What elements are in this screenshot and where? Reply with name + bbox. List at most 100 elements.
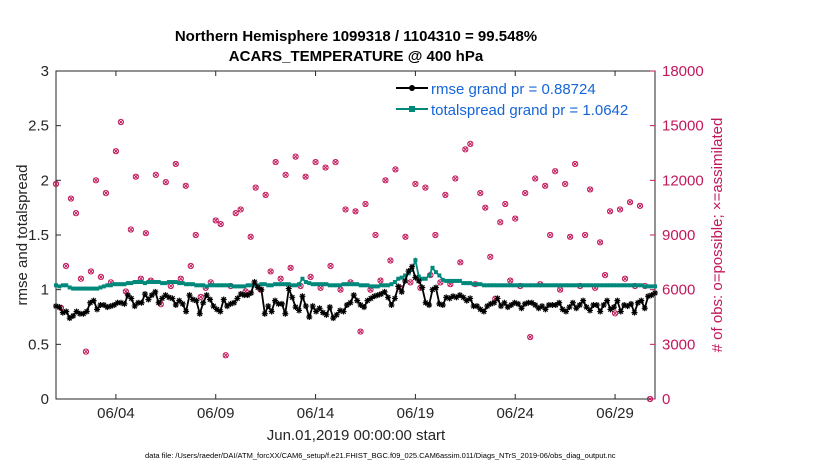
totalspread-point <box>112 282 117 287</box>
rmse-point <box>90 297 97 304</box>
obs-possible-point <box>542 182 549 189</box>
rmse-point <box>402 277 409 284</box>
rmse-point <box>590 301 597 308</box>
obs-possible-point <box>547 231 554 239</box>
totalspread-point <box>54 283 58 288</box>
rmse-point <box>258 286 265 293</box>
obs-assimilated-point <box>602 272 608 278</box>
obs-assimilated-point <box>362 201 369 207</box>
totalspread-point <box>310 282 315 287</box>
totalspread-point <box>557 283 562 288</box>
totalspread-point <box>327 283 332 288</box>
obs-assimilated-point <box>507 278 513 284</box>
obs-assimilated-point <box>308 274 314 280</box>
rmse-point <box>566 304 573 311</box>
rmse-point <box>261 310 268 317</box>
totalspread-point <box>632 283 637 288</box>
obs-assimilated-point <box>422 185 428 191</box>
totalspread-point <box>413 258 418 263</box>
obs-assimilated-point <box>218 221 224 227</box>
y-tick-label: 3 <box>41 63 49 80</box>
obs-possible-point <box>192 231 199 239</box>
totalspread-point <box>132 280 137 285</box>
totalspread-point <box>242 284 247 289</box>
obs-possible-point <box>452 175 459 182</box>
obs-assimilated-point <box>482 205 488 211</box>
rmse-point <box>614 297 621 304</box>
obs-possible-point <box>67 195 75 202</box>
totalspread-point <box>365 283 370 288</box>
totalspread-point <box>372 284 377 289</box>
rmse-point <box>128 295 135 302</box>
totalspread-point <box>368 284 373 289</box>
totalspread-point <box>214 283 219 288</box>
totalspread-point <box>533 283 538 288</box>
x-tick-label: 06/14 <box>297 405 335 422</box>
totalspread-point <box>615 283 620 288</box>
totalspread-point <box>303 280 308 285</box>
totalspread-point <box>587 283 592 288</box>
obs-possible-point <box>477 189 484 197</box>
obs-assimilated-point <box>647 396 653 402</box>
totalspread-point <box>91 286 96 291</box>
rmse-point <box>494 295 501 302</box>
rmse-point <box>484 303 491 310</box>
totalspread-point <box>149 280 154 285</box>
obs-assimilated-point <box>88 268 94 274</box>
y-axis-left: 0 0.5 1 1.5 2 2.5 3 <box>28 63 61 408</box>
x-tick-label: 06/24 <box>496 405 534 422</box>
y-tick-label: 0 <box>41 391 49 408</box>
obs-assimilated-point <box>193 232 199 238</box>
totalspread-point <box>447 278 452 283</box>
rmse-point <box>453 294 460 301</box>
totalspread-point <box>598 283 603 288</box>
totalspread-point <box>392 280 397 285</box>
totalspread-point <box>194 283 199 288</box>
totalspread-point <box>252 283 257 288</box>
totalspread-point <box>440 277 445 282</box>
totalspread-point <box>177 281 182 286</box>
totalspread-point <box>122 282 127 287</box>
rmse-point <box>111 301 118 308</box>
totalspread-point <box>574 283 579 288</box>
rmse-point <box>296 307 303 314</box>
rmse-point <box>53 303 59 310</box>
obs-possible-point <box>287 264 294 271</box>
totalspread-point <box>629 283 634 288</box>
totalspread-point <box>379 283 384 288</box>
obs-possible-point <box>587 186 594 193</box>
obs-assimilated-point <box>502 201 508 207</box>
totalspread-point <box>444 278 449 283</box>
rmse-point <box>330 315 337 322</box>
rmse-point <box>56 304 63 311</box>
obs-possible-point <box>52 180 60 188</box>
obs-assimilated-point <box>462 146 468 152</box>
totalspread-point <box>560 283 565 288</box>
obs-assimilated-point <box>627 199 633 205</box>
totalspread-point <box>231 284 236 289</box>
rmse-point <box>521 300 528 307</box>
obs-assimilated-point <box>253 185 259 191</box>
rmse-point <box>63 308 70 315</box>
rmse-point <box>580 297 587 304</box>
legend-rmse-label: rmse grand pr = 0.88724 <box>431 81 596 98</box>
rmse-point <box>309 303 316 310</box>
obs-possible-point <box>152 171 159 178</box>
obs-possible-point <box>327 262 334 270</box>
rmse-series <box>53 263 658 322</box>
obs-possible-point <box>621 275 629 282</box>
rmse-point <box>456 292 463 299</box>
rmse-point <box>501 299 508 306</box>
rmse-point <box>148 292 155 299</box>
totalspread-point <box>618 283 623 288</box>
rmse-point <box>302 303 309 310</box>
rmse-point <box>131 303 138 310</box>
totalspread-point <box>464 281 469 286</box>
totalspread-point <box>225 283 230 288</box>
totalspread-point <box>382 283 387 288</box>
totalspread-point <box>386 283 391 288</box>
obs-possible-point <box>127 226 134 233</box>
rmse-point <box>460 294 467 301</box>
obs-assimilated-point <box>248 234 254 240</box>
